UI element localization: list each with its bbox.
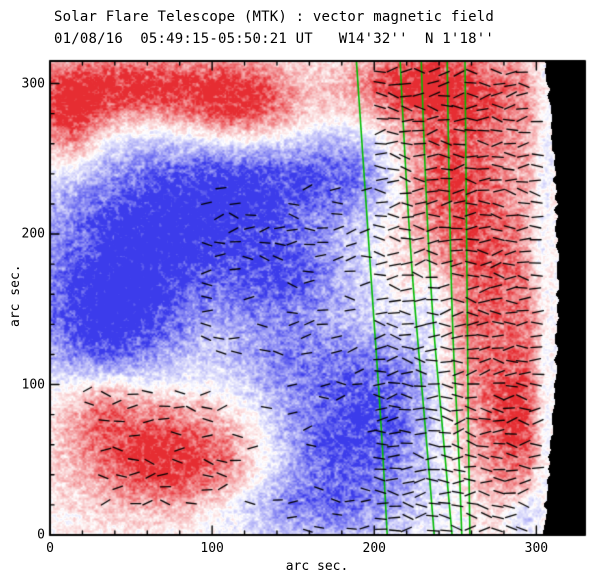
x-tick-label: 200 <box>362 541 386 556</box>
figure-subtitle: 01/08/16 05:49:15-05:50:21 UT W14'32'' N… <box>54 31 495 47</box>
x-axis-label: arc sec. <box>285 559 349 574</box>
y-tick-label: 300 <box>21 76 45 92</box>
x-tick-label: 100 <box>200 541 224 556</box>
y-axis-label: arc sec. <box>8 264 23 327</box>
figure-title: Solar Flare Telescope (MTK) : vector mag… <box>54 9 495 25</box>
x-tick-label: 0 <box>46 541 54 556</box>
x-tick-label: 300 <box>524 541 549 556</box>
y-tick-label: 0 <box>37 527 45 543</box>
y-tick-label: 100 <box>21 377 45 393</box>
y-tick-label: 200 <box>21 226 45 242</box>
